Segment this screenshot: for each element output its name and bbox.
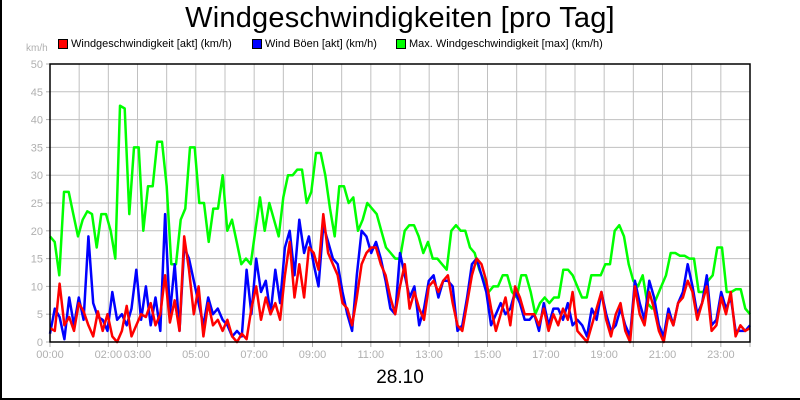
chart-title: Windgeschwindigkeiten [pro Tag] (185, 2, 615, 34)
y-tick-label: 40 (31, 115, 43, 127)
x-tick-label: 23:00 (707, 349, 735, 361)
x-tick-label: 03:00 (124, 349, 152, 361)
date-label: 28.10 (376, 367, 424, 388)
x-axis: 00:00 02:00 03:00 05:00 07:00 09:00 11:00 13:00… (36, 342, 751, 361)
x-tick-label: 15:00 (474, 349, 502, 361)
x-tick-label: 17:00 (532, 349, 560, 361)
y-tick-label: 35 (31, 142, 43, 154)
legend-item-wind-speed: Windgeschwindigkeit [akt] (km/h) (58, 38, 232, 50)
wind-speed-line (49, 212, 751, 344)
green-swatch-icon (396, 39, 406, 49)
x-tick-label: 02:00 (95, 349, 123, 361)
x-tick-label: 11:00 (357, 349, 384, 361)
y-tick-label: 5 (37, 309, 43, 321)
x-tick-label: 19:00 (590, 349, 618, 361)
y-axis: 0 5 10 15 20 25 30 35 40 45 50 (31, 59, 50, 349)
y-tick-label: 25 (31, 198, 43, 210)
x-tick-label: 09:00 (299, 349, 327, 361)
x-tick-label: 07:00 (240, 349, 268, 361)
y-tick-label: 0 (37, 337, 43, 349)
x-tick-label: 05:00 (182, 349, 210, 361)
legend-label: Max. Windgeschwindigkeit [max] (km/h) (409, 38, 603, 50)
legend-item-max-wind-speed: Max. Windgeschwindigkeit [max] (km/h) (396, 38, 603, 50)
y-axis-unit: km/h (26, 43, 48, 54)
red-swatch-icon (58, 39, 68, 49)
legend-item-wind-gusts: Wind Böen [akt] (km/h) (252, 38, 377, 50)
x-tick-label: 21:00 (649, 349, 677, 361)
legend-label: Windgeschwindigkeit [akt] (km/h) (71, 38, 232, 50)
x-tick-label: 00:00 (36, 349, 64, 361)
y-tick-label: 10 (31, 281, 43, 293)
blue-swatch-icon (252, 39, 262, 49)
y-tick-label: 45 (31, 87, 43, 99)
x-tick-label: 13:00 (415, 349, 443, 361)
plot-border (49, 63, 751, 343)
y-tick-label: 20 (31, 226, 43, 238)
series-lines (48, 104, 751, 344)
y-tick-label: 50 (31, 59, 43, 71)
legend-label: Wind Böen [akt] (km/h) (265, 38, 377, 50)
y-tick-label: 30 (31, 170, 43, 182)
y-tick-label: 15 (31, 254, 43, 266)
